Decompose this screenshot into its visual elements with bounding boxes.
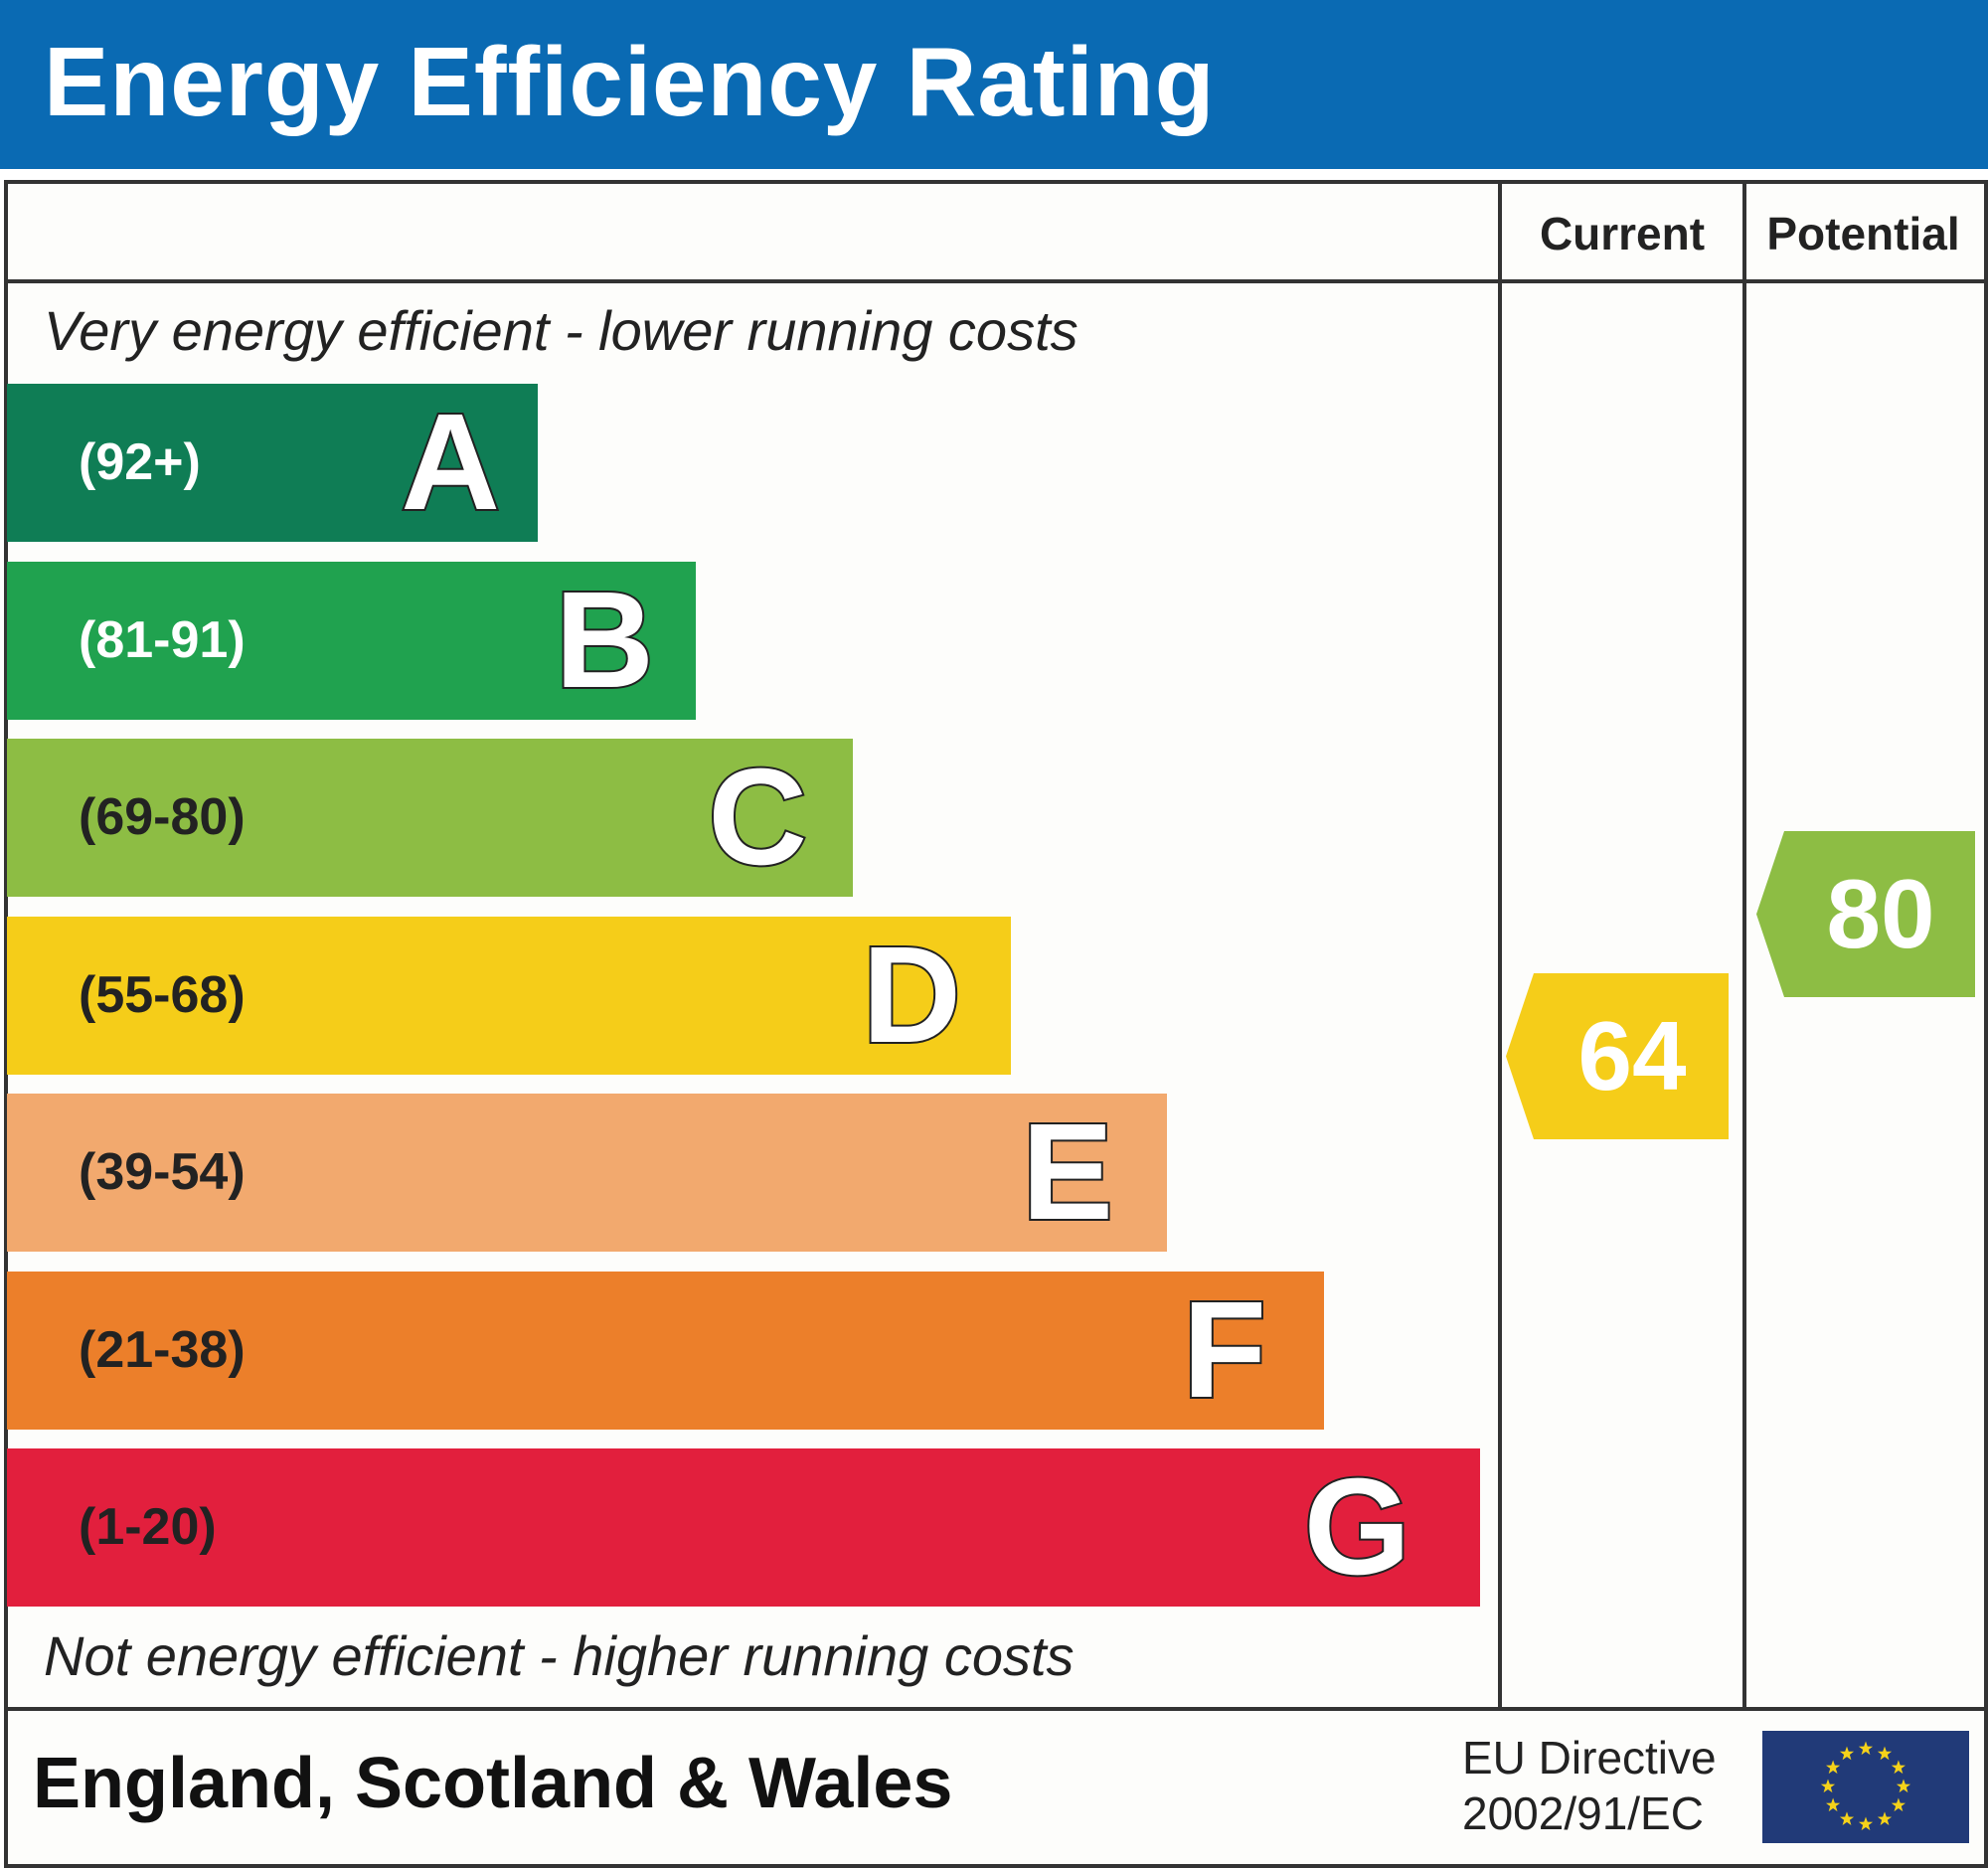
band-letter: G xyxy=(1302,1448,1412,1606)
current-column-divider xyxy=(1498,180,1502,1709)
eu-directive: EU Directive 2002/91/EC xyxy=(1462,1730,1717,1841)
band-letter: E xyxy=(1020,1094,1115,1251)
star-icon xyxy=(1896,1779,1911,1793)
band-e: (39-54) E xyxy=(7,1094,1167,1252)
band-letter: C xyxy=(706,739,809,896)
band-range-label: (69-80) xyxy=(79,788,246,846)
potential-rating-value: 80 xyxy=(1826,859,1935,968)
band-letter: F xyxy=(1181,1272,1268,1429)
star-icon xyxy=(1858,1741,1874,1756)
current-rating-value: 64 xyxy=(1577,1000,1687,1110)
band-letter: A xyxy=(399,384,502,541)
footer-divider xyxy=(4,1707,1984,1711)
potential-column-header: Potential xyxy=(1766,208,1960,259)
eu-flag-icon xyxy=(1762,1731,1969,1843)
band-letter: D xyxy=(860,917,963,1074)
top-note: Very energy efficient - lower running co… xyxy=(44,299,1078,362)
band-c: (69-80) C xyxy=(7,739,853,897)
band-letter: B xyxy=(553,562,656,719)
star-icon xyxy=(1839,1746,1855,1761)
chart-title: Energy Efficiency Rating xyxy=(44,27,1216,136)
potential-arrow-shape xyxy=(1756,831,1975,997)
star-icon xyxy=(1891,1797,1905,1812)
star-icon xyxy=(1839,1811,1855,1825)
band-range-label: (39-54) xyxy=(79,1143,246,1201)
current-arrow-shape xyxy=(1506,972,1729,1139)
eu-directive-line1: EU Directive xyxy=(1462,1732,1717,1783)
eu-directive-line2: 2002/91/EC xyxy=(1462,1787,1704,1839)
band-a: (92+) A xyxy=(7,384,538,542)
title-banner: Energy Efficiency Rating xyxy=(0,0,1988,169)
band-range-label: (1-20) xyxy=(79,1498,217,1556)
region-label: England, Scotland & Wales xyxy=(33,1744,953,1823)
current-column-header: Current xyxy=(1539,208,1706,259)
star-icon xyxy=(1826,1797,1841,1812)
bottom-note: Not energy efficient - higher running co… xyxy=(44,1624,1075,1687)
star-icon xyxy=(1891,1760,1905,1775)
potential-column-divider xyxy=(1742,180,1746,1709)
header-divider xyxy=(4,279,1984,283)
star-icon xyxy=(1877,1811,1893,1825)
band-range-label: (21-38) xyxy=(79,1320,246,1379)
current-rating-arrow: 64 xyxy=(1506,972,1729,1139)
star-icon xyxy=(1877,1746,1893,1761)
band-range-label: (81-91) xyxy=(79,610,246,669)
star-icon xyxy=(1826,1760,1841,1775)
band-range-label: (55-68) xyxy=(79,965,246,1024)
potential-rating-arrow: 80 xyxy=(1756,831,1975,997)
band-d: (55-68) D xyxy=(7,916,1011,1075)
band-range-label: (92+) xyxy=(79,433,201,491)
band-b: (81-91) B xyxy=(7,561,696,720)
band-g: (1-20) G xyxy=(7,1448,1480,1607)
star-icon xyxy=(1820,1779,1836,1793)
star-icon xyxy=(1858,1816,1874,1831)
band-f: (21-38) F xyxy=(7,1271,1324,1430)
